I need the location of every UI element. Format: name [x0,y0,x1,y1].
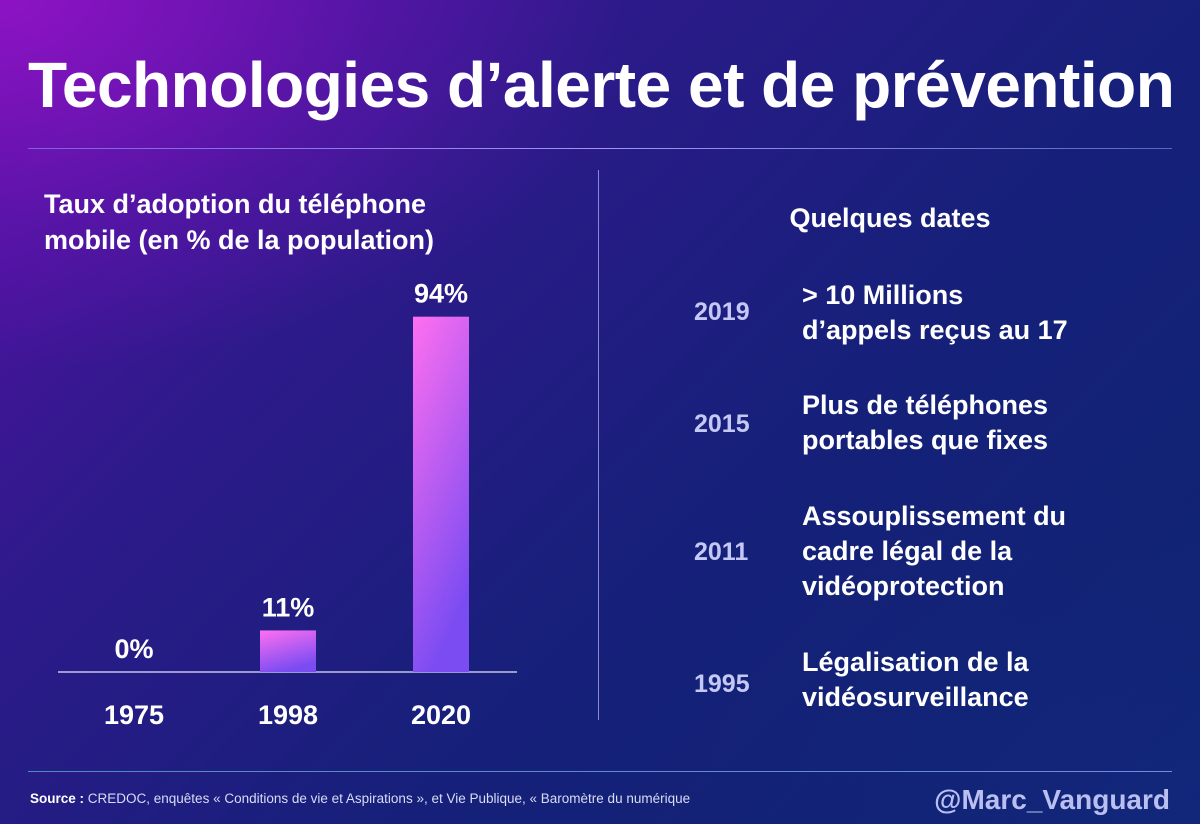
timeline-title: Quelques dates [789,203,991,233]
bottom-divider [28,771,1172,772]
event-line: d’appels reçus au 17 [802,315,1068,345]
x-tick-label-1975: 1975 [104,700,164,730]
timeline-event-2015: Plus de téléphones portables que fixes [802,388,1182,458]
bar-value-label-1975: 0% [114,634,153,664]
chart-title: Taux d’adoption du téléphone mobile (en … [44,186,564,258]
bar-1998 [260,630,316,672]
timeline-event-2019: > 10 Millions d’appels reçus au 17 [802,278,1182,348]
x-tick-label-2020: 2020 [411,700,471,730]
x-tick-label-1998: 1998 [258,700,318,730]
timeline-year-2015: 2015 [694,410,750,438]
bar-value-label-1998: 11% [262,592,315,622]
event-line: > 10 Millions [802,280,964,310]
timeline-event-2011: Assouplissement du cadre légal de la vid… [802,499,1182,604]
timeline-year-2019: 2019 [694,298,750,326]
event-line: vidéoprotection [802,571,1005,601]
source-note: Source : CREDOC, enquêtes « Conditions d… [30,791,890,806]
chart-title-line-1: Taux d’adoption du téléphone [44,189,426,219]
adoption-bar-chart: 0% 1975 11% 1998 94% 2020 [58,279,517,730]
source-text: CREDOC, enquêtes « Conditions de vie et … [84,791,691,806]
timeline-year-1995: 1995 [694,670,750,698]
chart-title-line-2: mobile (en % de la population) [44,225,435,255]
timeline-year-2011: 2011 [694,538,749,566]
event-line: cadre légal de la [802,536,1013,566]
page-title: Technologies d’alerte et de prévention [28,49,1175,121]
event-line: vidéosurveillance [802,682,1029,712]
bar-value-label-2020: 94% [414,279,468,309]
timeline-event-1995: Légalisation de la vidéosurveillance [802,645,1182,715]
bar-2020 [413,316,469,672]
vertical-divider [598,170,599,720]
event-line: Plus de téléphones [802,390,1049,420]
source-label: Source : [30,791,85,806]
event-line: Assouplissement du [802,501,1067,531]
top-divider [28,148,1172,149]
event-line: portables que fixes [802,425,1049,455]
author-handle[interactable]: @Marc_Vanguard [934,784,1170,815]
event-line: Légalisation de la [802,647,1029,677]
